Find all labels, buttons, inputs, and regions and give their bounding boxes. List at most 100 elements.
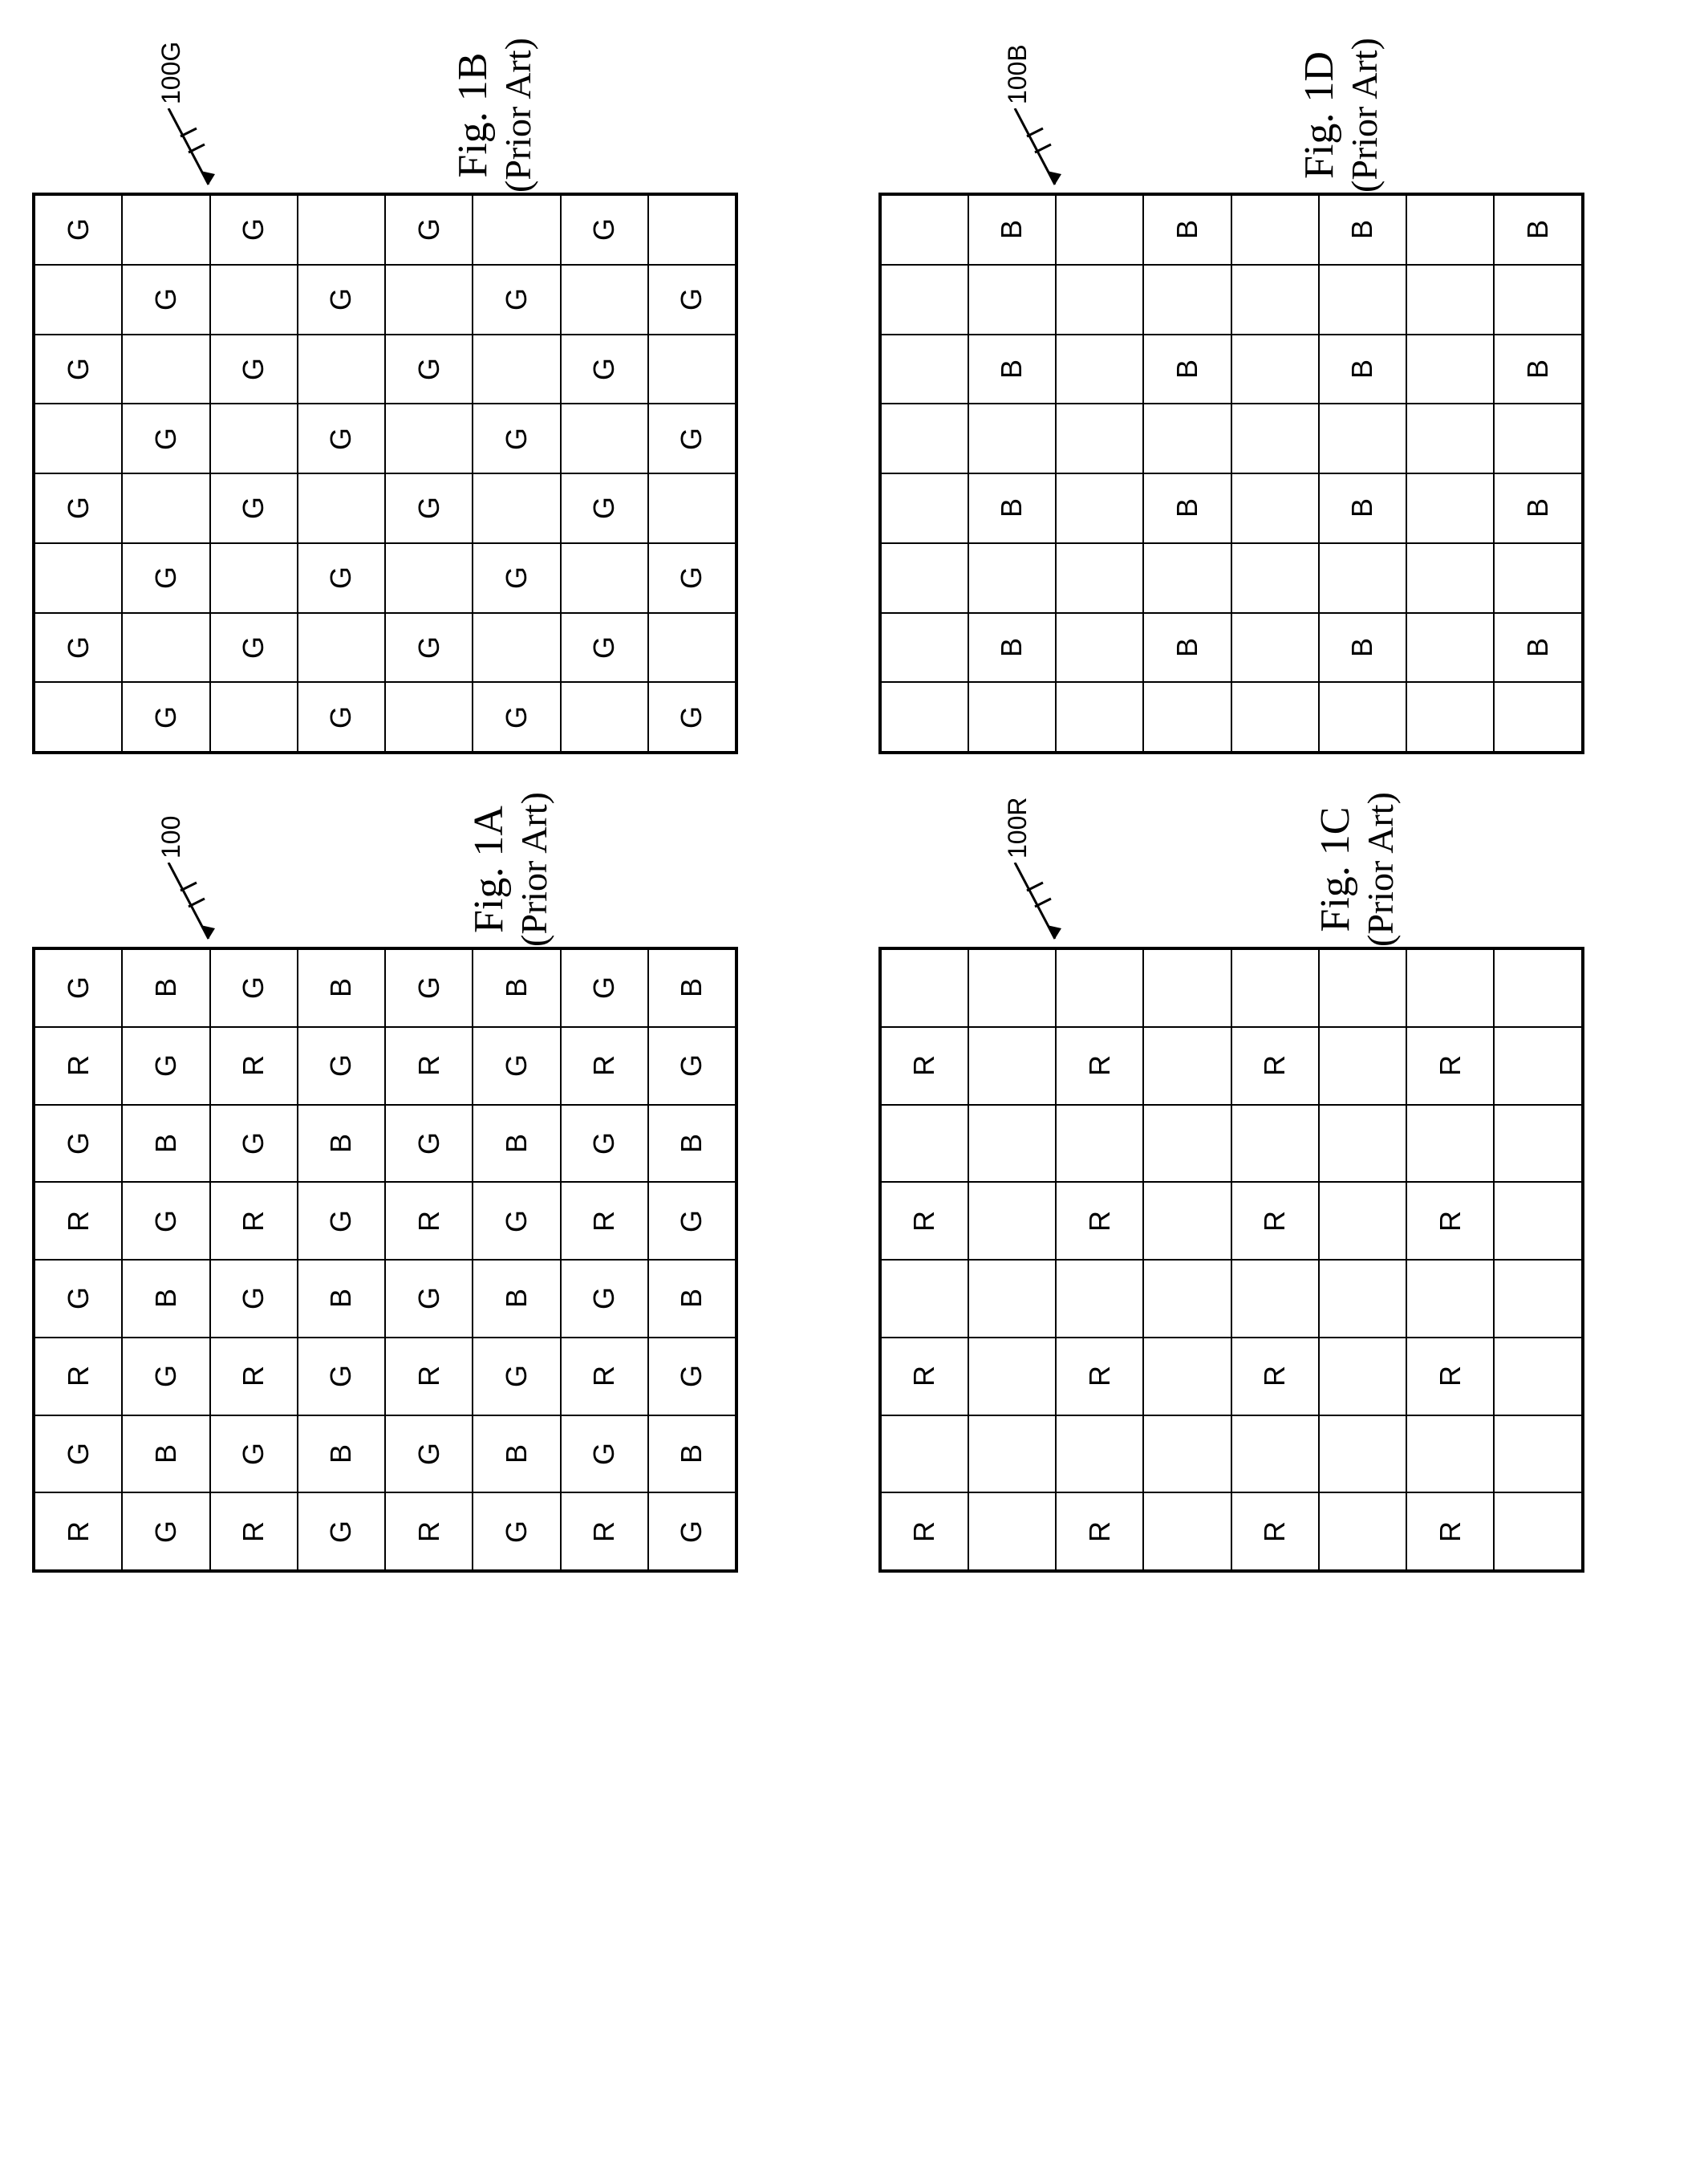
grid-cell <box>34 543 122 613</box>
grid-cell <box>1056 404 1143 473</box>
grid-cell: G <box>561 1260 648 1338</box>
grid-cell: G <box>34 195 122 265</box>
grid-cell: G <box>648 1027 736 1105</box>
grid-cell: B <box>1494 195 1581 265</box>
grid-cell: R <box>210 1492 298 1570</box>
grid-cell: B <box>1319 473 1406 543</box>
grid-cell: R <box>1406 1492 1494 1570</box>
grid-cell <box>1406 265 1494 335</box>
figure-1a-wrap: 100 Fig. 1A (Prior Art) GBGBGBGBRGRGRGRG… <box>32 786 830 1573</box>
leader-arrow-icon <box>999 108 1095 197</box>
grid-cell: R <box>385 1027 473 1105</box>
grid-cell <box>881 682 968 752</box>
grid-cell: G <box>210 1260 298 1338</box>
grid-cell: G <box>122 265 209 335</box>
grid-cell <box>1143 1415 1231 1493</box>
grid-cell: B <box>968 613 1056 683</box>
grid-cell: B <box>1319 613 1406 683</box>
caption-main: Fig. 1B <box>449 53 497 178</box>
grid-cell: G <box>34 1260 122 1338</box>
grid-cell: G <box>210 613 298 683</box>
grid-cell: G <box>473 682 560 752</box>
grid-cell <box>210 404 298 473</box>
grid-cell: R <box>881 1027 968 1105</box>
grid-cell: G <box>385 1415 473 1493</box>
grid-cell: G <box>385 1105 473 1183</box>
grid-cell: R <box>210 1182 298 1260</box>
grid-cell <box>34 682 122 752</box>
grid-cell <box>881 949 968 1027</box>
grid-cell <box>210 543 298 613</box>
grid-cell <box>561 682 648 752</box>
grid-100g: GGGGGGGGGGGGGGGGGGGGGGGGGGGGGGGG <box>32 193 738 754</box>
grid-cell <box>1406 335 1494 404</box>
grid-cell <box>1231 613 1319 683</box>
grid-cell: B <box>648 1105 736 1183</box>
grid-cell <box>1406 473 1494 543</box>
grid-cell: B <box>122 949 209 1027</box>
grid-cell <box>1406 1105 1494 1183</box>
caption-sub: (Prior Art) <box>513 792 555 947</box>
grid-cell: R <box>881 1338 968 1415</box>
grid-cell: G <box>473 1492 560 1570</box>
grid-cell <box>122 473 209 543</box>
grid-cell <box>968 543 1056 613</box>
grid-cell: G <box>298 1492 385 1570</box>
grid-cell: G <box>122 1182 209 1260</box>
grid-cell <box>1319 1027 1406 1105</box>
grid-cell <box>561 404 648 473</box>
grid-cell: R <box>34 1338 122 1415</box>
grid-cell <box>561 543 648 613</box>
grid-cell: G <box>473 265 560 335</box>
grid-cell: R <box>881 1492 968 1570</box>
grid-cell <box>1231 682 1319 752</box>
grid-cell: B <box>298 1260 385 1338</box>
grid-cell <box>1319 1182 1406 1260</box>
grid-cell: R <box>561 1027 648 1105</box>
grid-cell <box>298 335 385 404</box>
grid-cell <box>1056 1260 1143 1338</box>
grid-cell <box>385 404 473 473</box>
bottom-row: 100 Fig. 1A (Prior Art) GBGBGBGBRGRGRGRG… <box>32 786 1676 1573</box>
grid-cell: R <box>1056 1027 1143 1105</box>
grid-cell <box>968 1105 1056 1183</box>
grid-cell: G <box>473 404 560 473</box>
grid-cell <box>1319 404 1406 473</box>
grid-cell <box>1494 265 1581 335</box>
grid-cell: G <box>298 543 385 613</box>
grid-cell <box>1406 949 1494 1027</box>
grid-cell <box>1231 543 1319 613</box>
grid-cell <box>1494 404 1581 473</box>
grid-cell: B <box>298 949 385 1027</box>
figure-1b-caption: Fig. 1B (Prior Art) <box>449 38 539 193</box>
grid-cell <box>1143 543 1231 613</box>
figure-1b-header: 100G Fig. 1B (Prior Art) <box>32 32 830 193</box>
grid-100: GBGBGBGBRGRGRGRGGBGBGBGBRGRGRGRGGBGBGBGB… <box>32 947 738 1573</box>
grid-cell: B <box>473 1105 560 1183</box>
top-row: 100G Fig. 1B (Prior Art) GGGGGGGGGGGGGGG… <box>32 32 1676 754</box>
ref-label-100r: 100R <box>1003 798 1033 859</box>
grid-cell: G <box>385 949 473 1027</box>
grid-cell: G <box>385 1260 473 1338</box>
grid-cell <box>385 682 473 752</box>
grid-cell: R <box>385 1338 473 1415</box>
grid-cell: G <box>298 1182 385 1260</box>
grid-cell: R <box>210 1338 298 1415</box>
grid-cell: B <box>968 335 1056 404</box>
grid-cell <box>881 404 968 473</box>
grid-cell <box>1406 543 1494 613</box>
grid-cell: R <box>1056 1492 1143 1570</box>
grid-cell: G <box>122 404 209 473</box>
grid-cell <box>648 195 736 265</box>
grid-cell <box>1143 404 1231 473</box>
figure-1d-wrap: 100B Fig. 1D (Prior Art) BBBBBBBBBBBBBBB… <box>878 32 1677 754</box>
grid-cell: G <box>210 195 298 265</box>
grid-cell: R <box>385 1182 473 1260</box>
grid-cell <box>1319 1415 1406 1493</box>
grid-cell <box>968 1492 1056 1570</box>
grid-cell: G <box>122 543 209 613</box>
grid-cell: G <box>298 1027 385 1105</box>
grid-cell <box>298 195 385 265</box>
grid-cell <box>1143 1027 1231 1105</box>
grid-cell: G <box>34 473 122 543</box>
